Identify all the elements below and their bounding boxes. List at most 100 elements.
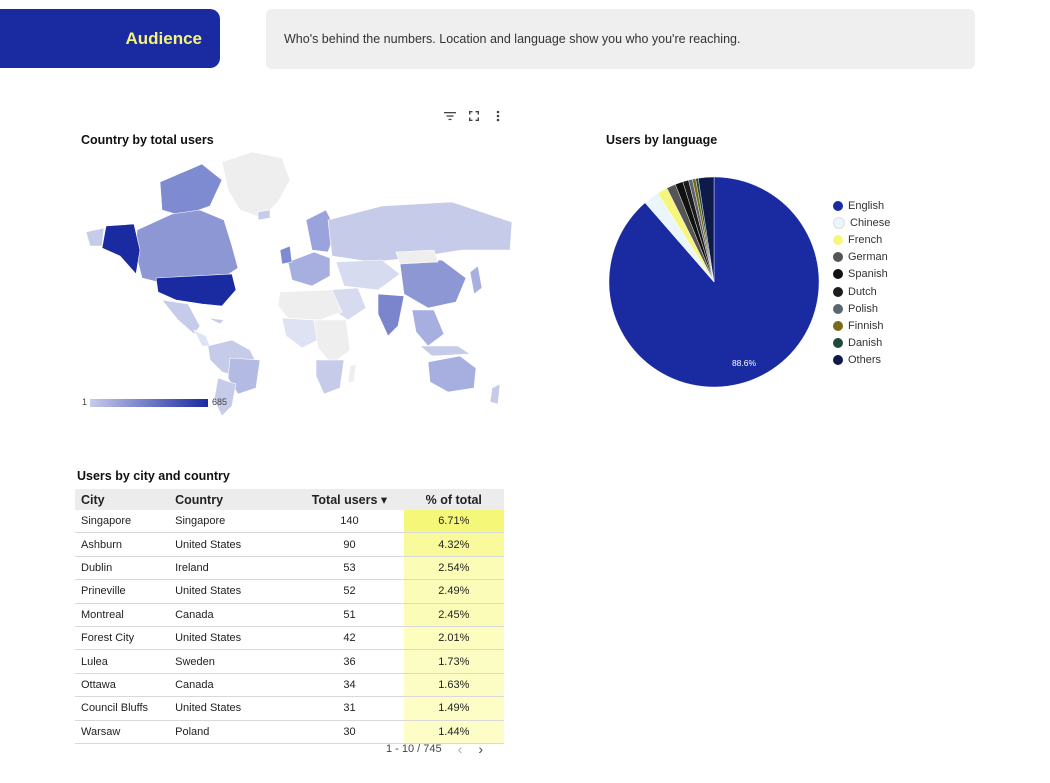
legend-label: Spanish (848, 268, 888, 281)
cell-city: Ottawa (75, 673, 170, 698)
legend-item-polish[interactable]: Polish (833, 300, 890, 317)
map-region-japan (469, 265, 483, 295)
legend-label: English (848, 199, 885, 212)
legend-swatch (833, 234, 843, 245)
fullscreen-icon[interactable] (468, 110, 480, 122)
legend-swatch (833, 355, 843, 366)
col-header-country[interactable]: Country (169, 489, 296, 510)
cell-country: United States (169, 532, 296, 557)
map-region-australia (427, 355, 477, 393)
table-row[interactable]: Prineville United States 52 2.49% (75, 579, 504, 604)
cell-country: Sweden (169, 649, 296, 674)
cell-city: Singapore (75, 510, 170, 534)
legend-label: Dutch (848, 285, 877, 298)
cell-percent-total: 2.49% (403, 579, 504, 604)
legend-item-chinese[interactable]: Chinese (833, 214, 890, 231)
map-region-western-europe (287, 251, 331, 287)
legend-label: Finnish (848, 319, 884, 332)
cell-total-users: 53 (295, 556, 404, 581)
pie-slice-others[interactable] (697, 176, 715, 283)
legend-swatch (833, 303, 843, 314)
legend-item-danish[interactable]: Danish (833, 335, 890, 352)
map-region-central-asia (335, 259, 401, 291)
legend-label: Others (848, 354, 882, 367)
cell-percent-total: 1.73% (403, 649, 504, 674)
map-region-north-africa (277, 289, 343, 321)
cell-country: Ireland (169, 556, 296, 581)
legend-swatch (833, 200, 843, 211)
table-row[interactable]: Ottawa Canada 34 1.63% (75, 673, 504, 698)
map-region-mexico (161, 299, 201, 335)
legend-item-dutch[interactable]: Dutch (833, 283, 890, 300)
map-region-caribbean (207, 317, 225, 325)
table-title: Users by city and country (77, 469, 230, 483)
table-row[interactable]: Ashburn United States 90 4.32% (75, 532, 504, 557)
legend-item-german[interactable]: German (833, 249, 890, 266)
next-page-icon[interactable]: › (478, 741, 483, 757)
cell-country: Canada (169, 603, 296, 627)
col-header-total-users[interactable]: Total users ▾ (295, 489, 404, 510)
section-title: Audience (125, 28, 202, 48)
table-row[interactable]: Singapore Singapore 140 6.71% (75, 510, 504, 534)
filter-icon[interactable] (444, 110, 456, 122)
pie-slice-label-english: 88.6% (732, 358, 757, 368)
cell-percent-total: 2.01% (403, 626, 504, 651)
map-title: Country by total users (81, 133, 214, 147)
cell-total-users: 90 (295, 532, 404, 557)
map-region-mongolia (395, 249, 439, 265)
table-row[interactable]: Montreal Canada 51 2.45% (75, 603, 504, 627)
cell-total-users: 52 (295, 579, 404, 604)
col-header-percent-total[interactable]: % of total (403, 489, 504, 510)
cell-total-users: 30 (295, 720, 404, 744)
map-region-russia (327, 201, 513, 263)
language-pie-chart[interactable]: 88.6% (604, 172, 824, 394)
legend-swatch (833, 252, 843, 263)
section-header-tab: Audience (0, 9, 220, 68)
legend-item-others[interactable]: Others (833, 352, 890, 369)
prev-page-icon[interactable]: ‹ (457, 741, 463, 757)
map-region-india (377, 293, 405, 337)
cell-city: Forest City (75, 626, 170, 651)
map-region-central-africa (313, 319, 351, 365)
legend-item-spanish[interactable]: Spanish (833, 266, 890, 283)
map-region-southeast-asia (411, 309, 445, 347)
legend-swatch (833, 286, 843, 297)
col-header-city[interactable]: City (75, 489, 170, 510)
pager-range: 1 - 10 / 745 (386, 743, 442, 755)
cell-country: United States (169, 626, 296, 651)
table-row[interactable]: Forest City United States 42 2.01% (75, 626, 504, 651)
more-vert-icon[interactable] (492, 110, 504, 122)
legend-label: German (848, 251, 888, 264)
cell-percent-total: 1.49% (403, 696, 504, 721)
cell-total-users: 51 (295, 603, 404, 627)
map-region-alaska-west (85, 227, 105, 247)
legend-label: Polish (848, 302, 878, 315)
map-region-iceland (257, 209, 271, 221)
cell-city: Ashburn (75, 532, 170, 557)
cell-total-users: 34 (295, 673, 404, 698)
legend-swatch (833, 216, 845, 229)
legend-item-finnish[interactable]: Finnish (833, 317, 890, 334)
map-region-greenland (221, 151, 291, 219)
map-region-southern-africa (315, 359, 345, 395)
map-region-usa (155, 273, 237, 307)
table-row[interactable]: Lulea Sweden 36 1.73% (75, 649, 504, 674)
cell-total-users: 36 (295, 649, 404, 674)
legend-item-english[interactable]: English (833, 197, 890, 214)
table-row[interactable]: Dublin Ireland 53 2.54% (75, 556, 504, 581)
legend-item-french[interactable]: French (833, 231, 890, 248)
chart-toolbar (444, 110, 504, 122)
map-region-canada-north (159, 163, 223, 217)
cell-country: United States (169, 696, 296, 721)
map-region-argentina (213, 377, 237, 417)
cell-country: Canada (169, 673, 296, 698)
map-region-west-africa (281, 317, 319, 349)
table-row[interactable]: Council Bluffs United States 31 1.49% (75, 696, 504, 721)
cell-percent-total: 2.54% (403, 556, 504, 581)
table-row[interactable]: Warsaw Poland 30 1.44% (75, 720, 504, 744)
cell-total-users: 31 (295, 696, 404, 721)
country-map[interactable] (82, 150, 514, 418)
legend-swatch (833, 269, 843, 280)
cell-percent-total: 6.71% (403, 510, 504, 534)
map-legend-min: 1 (82, 397, 88, 407)
